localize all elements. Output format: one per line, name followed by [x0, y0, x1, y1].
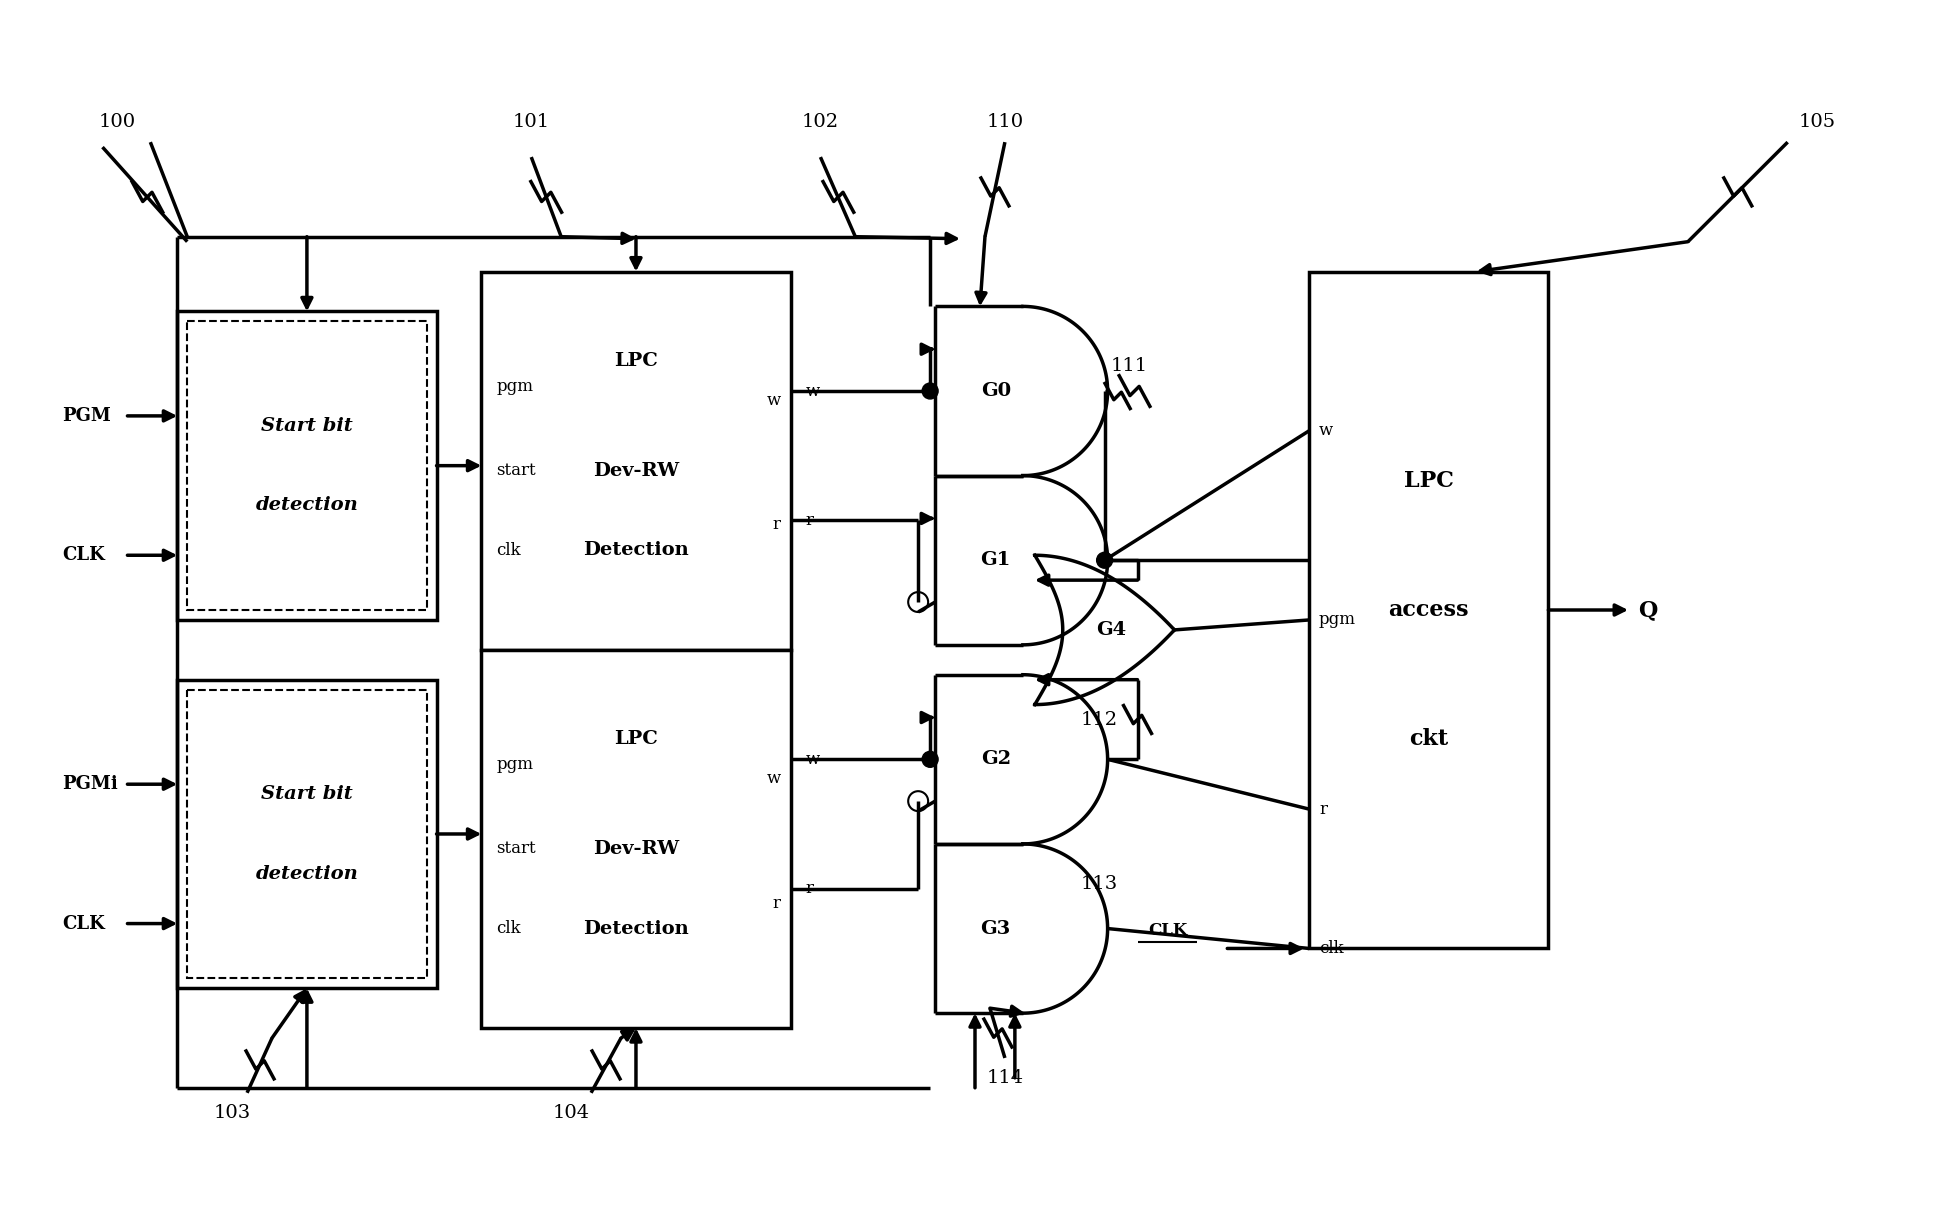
Text: pgm: pgm [496, 378, 533, 395]
Text: 100: 100 [99, 114, 136, 131]
Text: Dev-RW: Dev-RW [594, 840, 680, 858]
Text: CLK: CLK [62, 546, 105, 565]
Text: Start bit: Start bit [261, 417, 352, 435]
FancyBboxPatch shape [187, 689, 426, 979]
Text: w: w [1318, 423, 1334, 440]
Text: Start bit: Start bit [261, 786, 352, 803]
Text: start: start [496, 462, 535, 479]
Text: 113: 113 [1081, 875, 1118, 893]
Text: pgm: pgm [1318, 611, 1355, 628]
Text: w: w [806, 382, 820, 400]
Text: Q: Q [1637, 599, 1657, 621]
FancyBboxPatch shape [481, 650, 790, 1028]
Text: clk: clk [496, 920, 522, 937]
Text: G2: G2 [981, 750, 1010, 769]
Text: detection: detection [255, 865, 358, 882]
Text: 110: 110 [987, 114, 1024, 131]
Text: start: start [496, 841, 535, 858]
Text: 103: 103 [214, 1103, 251, 1122]
FancyBboxPatch shape [177, 312, 436, 620]
FancyBboxPatch shape [177, 679, 436, 989]
Text: LPC: LPC [613, 352, 658, 370]
Text: r: r [773, 517, 781, 534]
Text: PGMi: PGMi [62, 775, 119, 793]
Text: Detection: Detection [582, 919, 689, 937]
Text: CLK: CLK [62, 914, 105, 932]
Text: access: access [1388, 599, 1468, 621]
Circle shape [923, 752, 938, 767]
Text: G3: G3 [981, 919, 1010, 937]
Text: G4: G4 [1096, 621, 1127, 639]
Text: LPC: LPC [613, 731, 658, 748]
Text: r: r [1318, 800, 1328, 818]
Text: G1: G1 [981, 551, 1010, 569]
Text: r: r [806, 512, 814, 529]
Text: r: r [773, 895, 781, 912]
Circle shape [907, 791, 929, 811]
Text: Dev-RW: Dev-RW [594, 462, 680, 480]
Text: pgm: pgm [496, 755, 533, 772]
Text: 111: 111 [1112, 357, 1149, 375]
Text: detection: detection [255, 496, 358, 514]
Text: LPC: LPC [1404, 469, 1454, 491]
Text: G0: G0 [981, 382, 1010, 400]
Text: clk: clk [496, 541, 522, 558]
Circle shape [923, 382, 938, 398]
Circle shape [1096, 552, 1112, 568]
Text: 114: 114 [987, 1069, 1024, 1086]
Text: Detection: Detection [582, 541, 689, 560]
Circle shape [907, 593, 929, 612]
FancyBboxPatch shape [481, 271, 790, 650]
Text: 112: 112 [1081, 710, 1118, 728]
Text: 104: 104 [553, 1103, 590, 1122]
FancyBboxPatch shape [187, 321, 426, 610]
Text: 105: 105 [1799, 114, 1836, 131]
Text: 101: 101 [512, 114, 549, 131]
Text: clk: clk [1318, 940, 1343, 957]
Text: CLK: CLK [1149, 923, 1188, 938]
Text: PGM: PGM [62, 407, 111, 425]
Text: w: w [806, 750, 820, 767]
Text: r: r [806, 880, 814, 897]
Text: ckt: ckt [1410, 728, 1449, 750]
Text: 102: 102 [802, 114, 839, 131]
Text: w: w [767, 770, 781, 787]
Text: w: w [767, 392, 781, 408]
FancyBboxPatch shape [1308, 271, 1548, 948]
